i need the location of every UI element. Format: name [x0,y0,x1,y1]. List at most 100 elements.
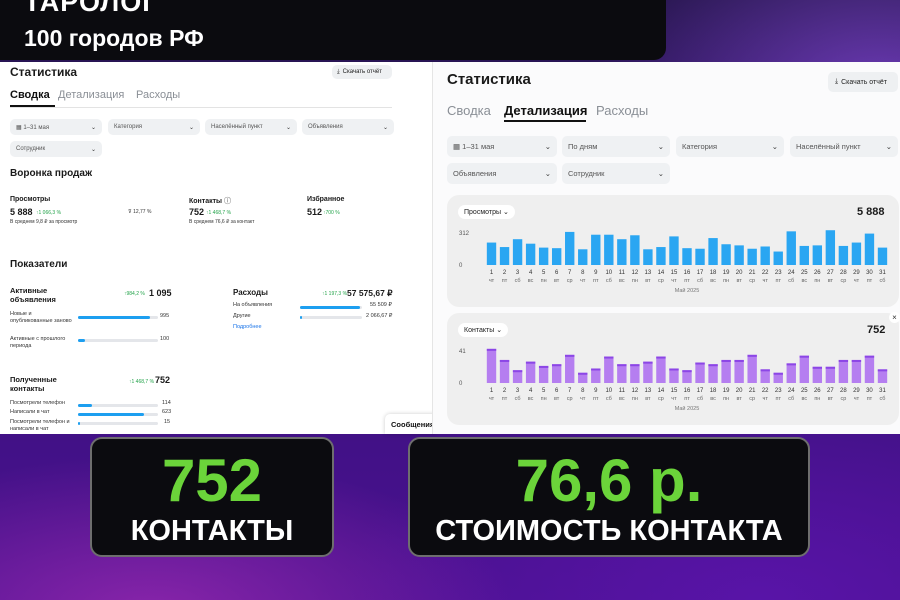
ads-filter[interactable]: Объявления ⌄ [447,163,557,184]
kpi-contacts-card: 752 КОНТАКТЫ [90,437,334,557]
chart-bar[interactable] [604,356,614,383]
tab-summary[interactable]: Сводка [10,89,50,101]
chart-bar[interactable] [669,236,679,265]
chart-bar[interactable] [578,372,588,383]
chart-bar[interactable] [786,363,796,383]
chart-bar[interactable] [551,364,562,383]
chart-bar[interactable] [591,234,601,265]
chart-bar[interactable] [877,369,888,383]
tab-summary[interactable]: Сводка [447,103,491,118]
tab-expenses[interactable]: Расходы [596,103,649,118]
chart-bar[interactable] [551,248,562,265]
info-icon[interactable]: ⓘ [223,198,231,205]
chart-bar[interactable] [864,355,875,383]
chart-bar[interactable] [669,368,679,383]
chart-bar[interactable] [721,244,731,265]
chart-bar[interactable] [825,230,836,265]
chart-bar[interactable] [499,359,510,383]
employee-filter[interactable]: Сотрудник ⌄ [10,141,102,157]
chart-bar[interactable] [538,247,549,265]
chart-bar[interactable] [877,247,888,265]
chart-bar[interactable] [838,245,849,265]
download-report-button[interactable]: ⤓ Скачать отчёт [828,72,898,92]
close-icon[interactable]: × [889,312,900,323]
chart-bar[interactable] [708,364,718,383]
filter-icon: ⊽ [128,209,134,215]
chart-bar[interactable] [825,366,836,383]
chart-bar[interactable] [630,364,640,383]
contacts-metric-select[interactable]: Контакты ⌄ [458,323,509,337]
chart-bar[interactable] [695,248,705,265]
chart-bar[interactable] [617,364,627,383]
grouping-filter[interactable]: По дням ⌄ [562,136,670,157]
chart-bar[interactable] [604,234,614,265]
chart-bar[interactable] [851,359,862,383]
chart-bar[interactable] [786,231,796,265]
category-filter[interactable]: Категория ⌄ [108,119,200,135]
chart-bar[interactable] [591,368,601,383]
chart-bar[interactable] [734,359,744,383]
chart-bar[interactable] [578,249,588,265]
chart-bar[interactable] [565,354,575,383]
chart-bar[interactable] [747,248,757,265]
x-weekday-label: чт [854,396,860,402]
date-filter-label: 1–31 мая [23,124,50,131]
chart-bar[interactable] [695,362,705,383]
chart-bar[interactable] [630,235,640,265]
chart-bar[interactable] [747,354,757,383]
city-filter[interactable]: Населённый пункт ⌄ [790,136,898,157]
chart-bar[interactable] [773,372,783,383]
download-icon: ⤓ [337,68,340,75]
chart-bar[interactable] [812,245,823,265]
chart-bar[interactable] [760,246,770,265]
chart-bar[interactable] [682,248,692,265]
chart-bar[interactable] [538,365,549,383]
chart-bar[interactable] [799,355,809,383]
chart-bar[interactable] [499,247,510,265]
chart-bar[interactable] [721,359,731,383]
chart-bar[interactable] [643,249,653,265]
chart-bar[interactable] [512,239,523,265]
chart-bar[interactable] [486,242,497,265]
tab-details[interactable]: Детализация [58,89,125,101]
chart-bar[interactable] [838,359,849,383]
employee-filter[interactable]: Сотрудник ⌄ [562,163,670,184]
chart-bar[interactable] [525,361,536,383]
more-link[interactable]: Подробнее [233,324,262,330]
chart-bar-top [604,356,614,359]
views-metric-select[interactable]: Просмотры ⌄ [458,205,515,219]
ads-filter[interactable]: Объявления ⌄ [302,119,394,135]
chart-bar[interactable] [773,251,783,265]
chart-bar[interactable] [617,239,627,265]
chart-bar[interactable] [643,361,653,383]
chart-bar[interactable] [656,356,666,383]
x-tick-label: 4 [529,270,533,276]
city-filter[interactable]: Населённый пункт ⌄ [205,119,297,135]
chart-bar[interactable] [851,242,862,265]
chart-bar[interactable] [812,366,823,383]
x-tick-label: 11 [619,270,626,276]
chart-bar[interactable] [708,238,718,265]
chart-bar[interactable] [486,348,497,383]
date-filter[interactable]: ▦ 1–31 мая ⌄ [447,136,557,157]
chart-bar[interactable] [799,245,809,265]
chart-bar[interactable] [565,231,575,265]
calendar-icon: ▦ [453,142,463,151]
chart-bar[interactable] [864,233,875,265]
x-weekday-label: сб [788,396,794,402]
x-tick-label: 25 [801,270,808,276]
x-weekday-label: сб [788,278,794,284]
tab-details[interactable]: Детализация [504,103,588,118]
messages-button[interactable]: Сообщения [385,414,437,434]
chart-bar[interactable] [760,369,770,383]
category-filter[interactable]: Категория ⌄ [676,136,784,157]
tab-expenses[interactable]: Расходы [136,89,181,101]
date-filter[interactable]: ▦ 1–31 мая ⌄ [10,119,102,135]
chart-bar[interactable] [734,245,744,265]
download-report-button[interactable]: ⤓ Скачать отчёт [332,65,392,79]
chart-bar[interactable] [656,247,666,265]
x-weekday-label: вс [801,278,807,284]
chart-bar[interactable] [682,370,692,383]
chart-bar[interactable] [525,243,536,265]
chart-bar[interactable] [512,370,523,383]
